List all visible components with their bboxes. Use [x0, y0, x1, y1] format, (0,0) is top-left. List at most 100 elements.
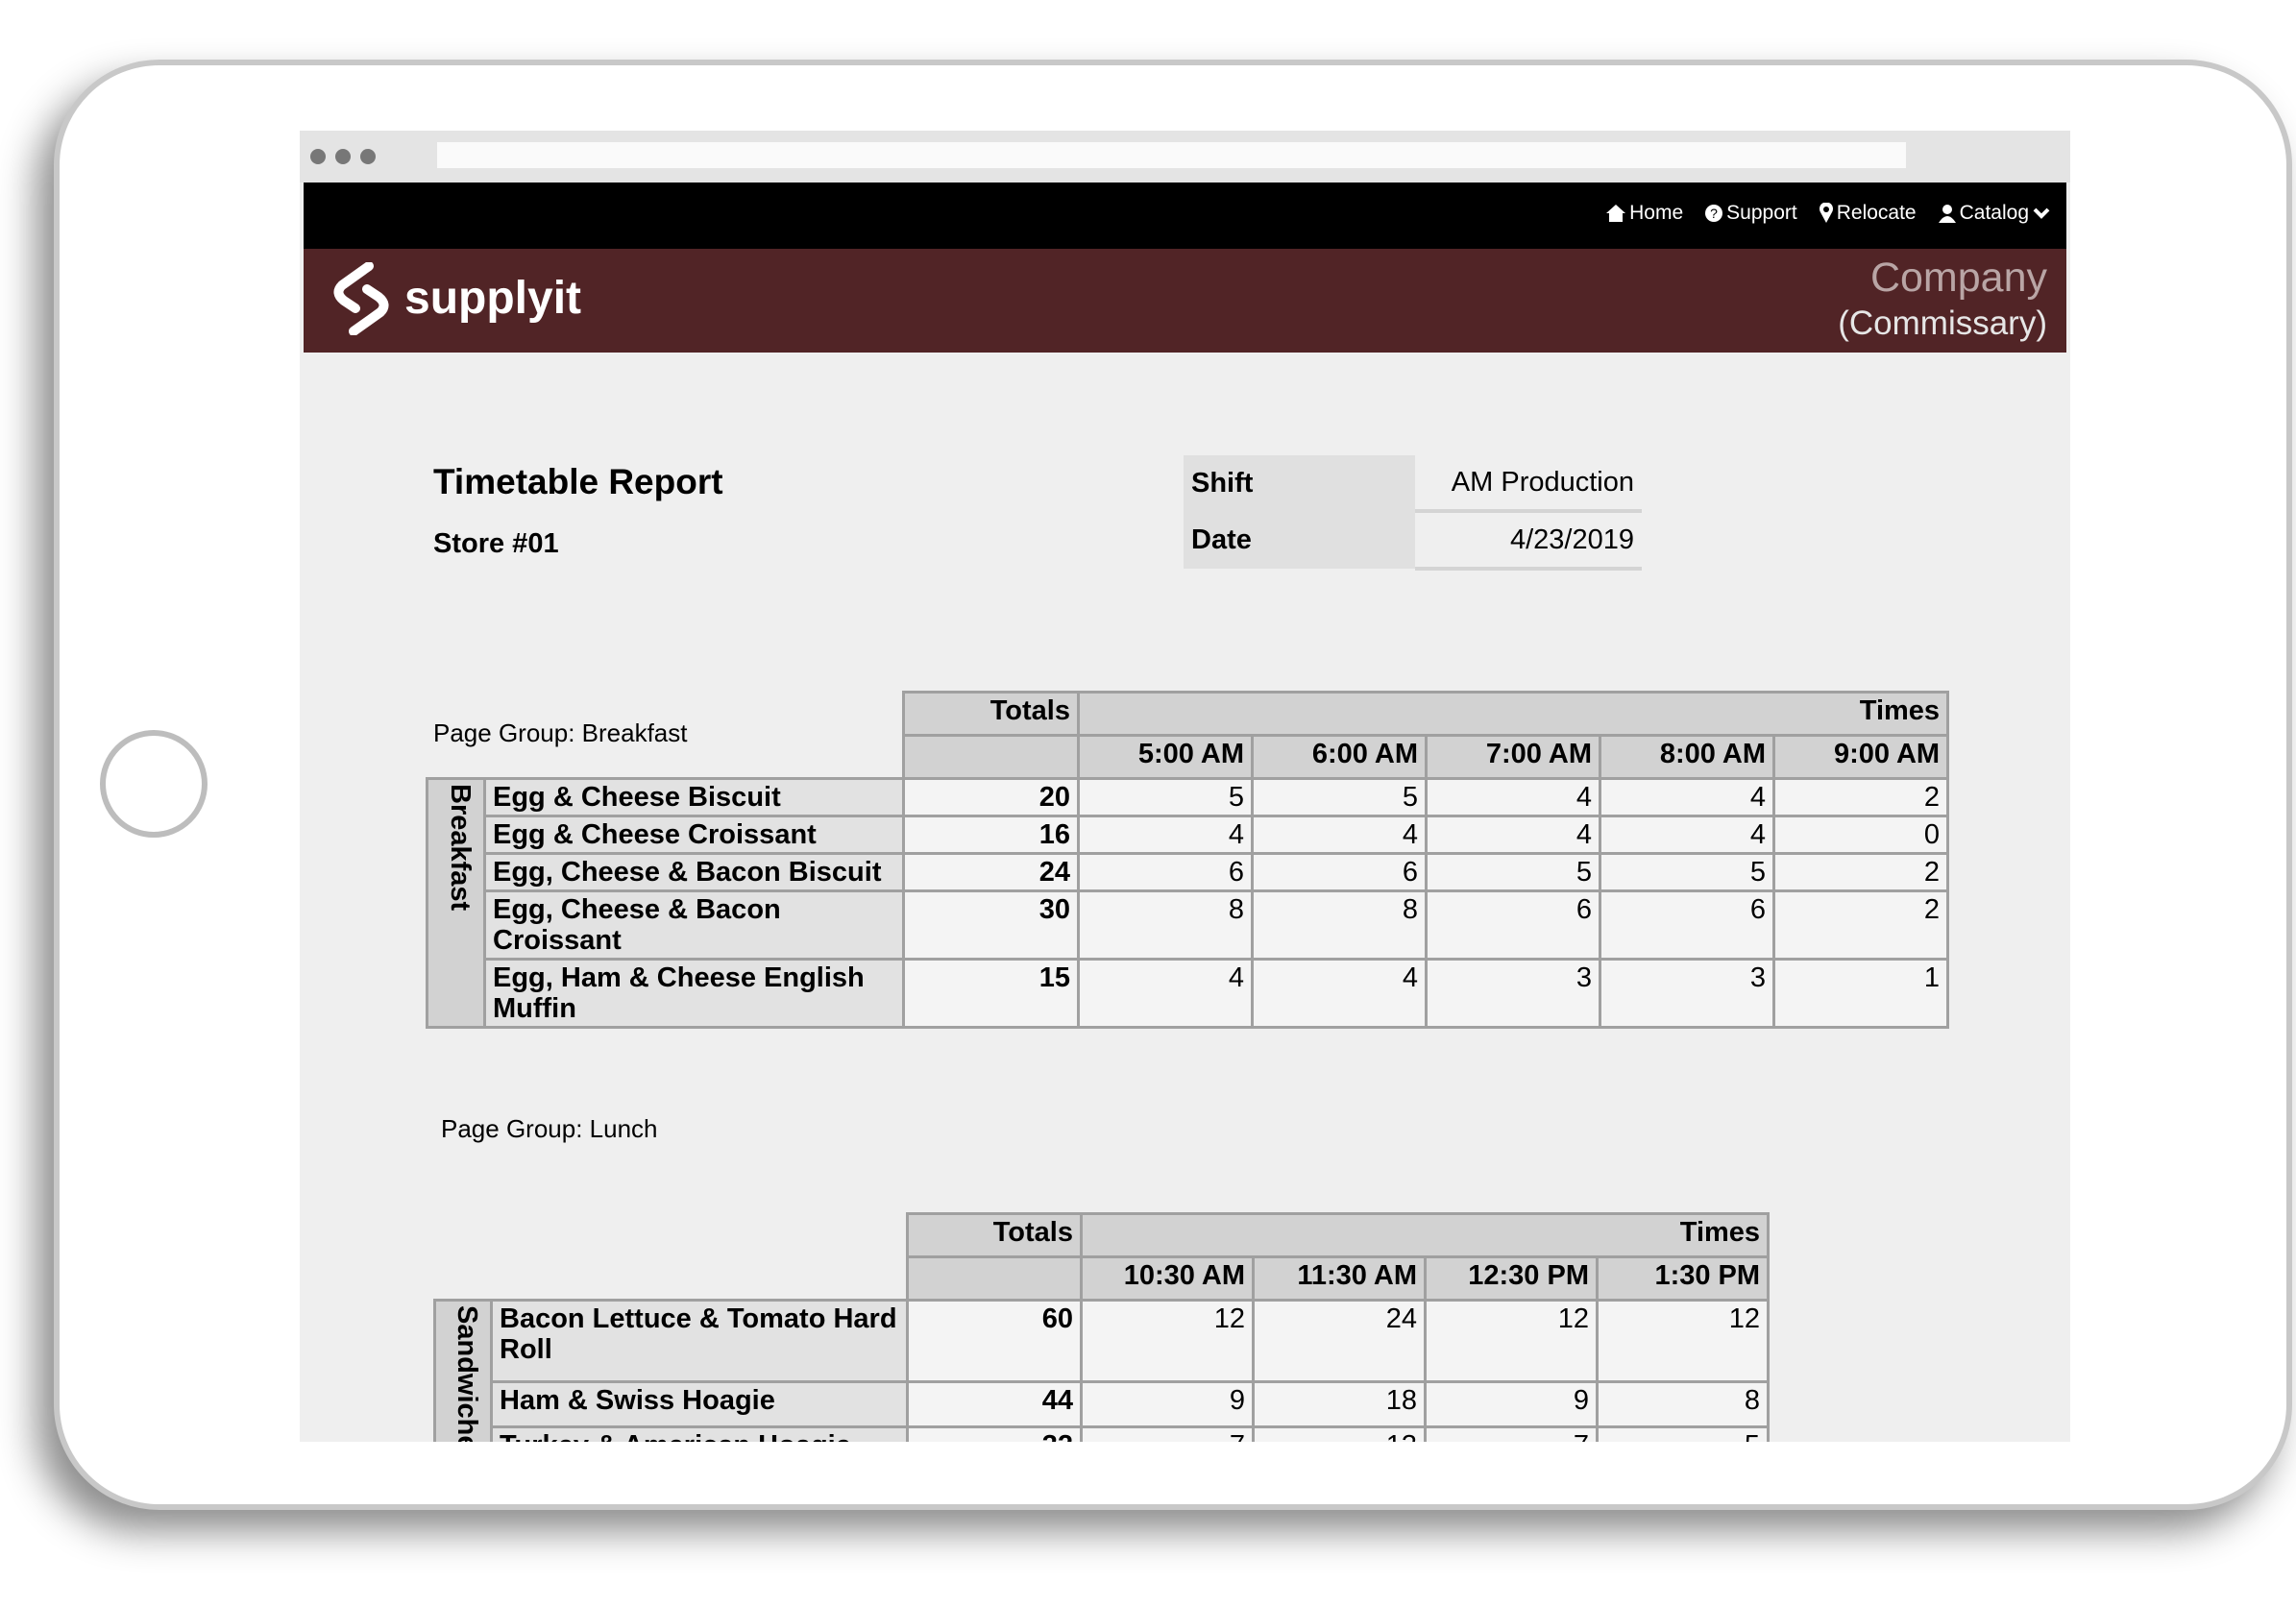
timetable: Totals Times 5:00 AM 6:00 AM 7:00 AM 8:00 AM 9… — [426, 691, 1950, 1029]
blank-cell — [427, 693, 904, 736]
item-name: Egg & Cheese Biscuit — [483, 777, 905, 817]
meta-row: Shift AM Production — [1184, 455, 1642, 513]
item-total: 60 — [906, 1298, 1083, 1384]
item-total: 30 — [902, 889, 1080, 961]
time-value: 6 — [1251, 852, 1428, 892]
time-value: 5 — [1425, 852, 1601, 892]
address-bar[interactable] — [437, 142, 1906, 168]
item-name: Bacon Lettuce & Tomato Hard Roll — [490, 1298, 909, 1384]
time-value: 8 — [1077, 889, 1254, 961]
item-name: Ham & Swiss Hoagie — [490, 1380, 909, 1428]
time-value: 4 — [1599, 815, 1775, 855]
window-dot[interactable] — [335, 149, 351, 164]
group-cell: Breakfast — [426, 777, 486, 1029]
totals-header: Totals — [906, 1212, 1083, 1258]
blank-cell — [435, 1214, 908, 1257]
time-value: 4 — [1425, 815, 1601, 855]
time-header: 6:00 AM — [1251, 734, 1428, 780]
times-header: Times — [1076, 691, 1950, 737]
time-row: 10:30 AM 11:30 AM 12:30 PM 1:30 PM — [435, 1255, 1771, 1302]
header-row: Totals Times — [435, 1212, 1771, 1258]
time-value: 4 — [1251, 815, 1428, 855]
home-button[interactable] — [100, 730, 208, 838]
nav-bar: Home ? Support Relocate Catalog — [304, 183, 2066, 249]
totals-header: Totals — [902, 691, 1080, 737]
totals-blank — [906, 1255, 1083, 1302]
company-sub: (Commissary) — [1838, 304, 2047, 342]
time-header: 12:30 PM — [1424, 1255, 1599, 1302]
time-value: 3 — [1599, 958, 1775, 1029]
item-row[interactable]: Turkey & American Hoagie3271375 — [435, 1424, 1771, 1442]
nav-catalog[interactable]: Catalog — [1938, 202, 2051, 225]
meta-value: AM Production — [1415, 455, 1642, 513]
store: Store #01 — [433, 528, 559, 559]
item-total: 24 — [902, 852, 1080, 892]
report-title: Timetable Report — [433, 462, 723, 501]
item-row[interactable]: Egg & Cheese Croissant 16 4 4 4 4 0 — [427, 815, 1950, 855]
time-value: 6 — [1599, 889, 1775, 961]
item-name: Egg, Cheese & Bacon Croissant — [483, 889, 905, 961]
nav-label: Catalog — [1959, 202, 2029, 224]
nav-label: Support — [1726, 202, 1797, 224]
item-row[interactable]: Egg, Cheese & Bacon Biscuit 24 6 6 5 5 2 — [427, 852, 1950, 892]
item-total: 44 — [906, 1380, 1083, 1428]
timetable: Totals Times 10:30 AM 11:30 AM 12:30 PM 1:30 … — [433, 1212, 1771, 1442]
window-dot[interactable] — [310, 149, 326, 164]
browser-top-bar — [300, 131, 2070, 183]
time-value: 1 — [1771, 958, 1950, 1029]
time-value: 2 — [1771, 889, 1950, 961]
item-name: Egg, Ham & Cheese English Muffin — [483, 958, 905, 1029]
nav-support[interactable]: ? Support — [1704, 202, 1797, 225]
totals-blank — [902, 734, 1080, 780]
item-total: 16 — [902, 815, 1080, 855]
item-row[interactable]: Breakfast Egg & Cheese Biscuit 20 5 5 4 4 2 — [426, 777, 1950, 1029]
time-value: 18 — [1252, 1380, 1427, 1428]
time-value: 2 — [1771, 852, 1950, 892]
user-icon — [1938, 205, 1956, 223]
item-name: Egg, Cheese & Bacon Biscuit — [483, 852, 905, 892]
nav-relocate[interactable]: Relocate — [1819, 202, 1917, 225]
time-value: 5 — [1077, 777, 1254, 817]
logo-text[interactable]: supplyit — [404, 273, 582, 324]
home-icon — [1606, 205, 1626, 222]
time-value: 9 — [1080, 1380, 1255, 1428]
page-group-label: Page Group: Lunch — [441, 1114, 658, 1143]
meta-label: Date — [1184, 511, 1415, 569]
browser-window: Home ? Support Relocate Catalog supplyit … — [300, 131, 2070, 1442]
item-name: Egg & Cheese Croissant — [483, 815, 905, 855]
nav-links: Home ? Support Relocate Catalog — [1605, 202, 2051, 225]
brand-header: supplyit Company (Commissary) — [304, 249, 2066, 353]
time-value: 4 — [1251, 958, 1428, 1029]
item-row[interactable]: Sandwiches Bacon Lettuce & Tomato Hard Ro… — [433, 1298, 1771, 1442]
nav-label: Home — [1629, 202, 1684, 224]
window-dot[interactable] — [360, 149, 376, 164]
meta-table: Shift AM Production Date 4/23/2019 — [1184, 455, 1642, 571]
time-value: 6 — [1077, 852, 1254, 892]
time-value: 8 — [1595, 1380, 1771, 1428]
item-row[interactable]: Egg, Cheese & Bacon Croissant 30 8 8 6 6 2 — [427, 889, 1950, 961]
time-value: 5 — [1599, 852, 1775, 892]
time-value: 4 — [1599, 777, 1775, 817]
item-row[interactable]: Ham & Swiss Hoagie 44 9 18 9 8 — [435, 1380, 1771, 1428]
meta-label: Shift — [1184, 455, 1415, 511]
pin-icon — [1819, 203, 1833, 223]
blank-cell — [435, 1257, 908, 1301]
time-value: 6 — [1425, 889, 1601, 961]
item-row[interactable]: Egg, Ham & Cheese English Muffin 15 4 4 3 3 1 — [427, 958, 1950, 1029]
item-total: 32 — [906, 1424, 1083, 1442]
time-value: 7 — [1424, 1424, 1599, 1442]
company-name: Company — [1869, 255, 2047, 301]
time-value: 7 — [1080, 1424, 1255, 1442]
time-value: 5 — [1251, 777, 1428, 817]
item-total: 20 — [902, 777, 1080, 817]
support-icon: ? — [1705, 205, 1723, 222]
time-header: 11:30 AM — [1252, 1255, 1427, 1302]
chevron — [2033, 207, 2050, 219]
blank-cell — [427, 736, 904, 779]
time-value: 12 — [1080, 1298, 1255, 1384]
time-value: 12 — [1424, 1298, 1599, 1384]
nav-home[interactable]: Home — [1605, 202, 1683, 225]
svg-text:?: ? — [1710, 206, 1718, 221]
item-total: 15 — [902, 958, 1080, 1029]
